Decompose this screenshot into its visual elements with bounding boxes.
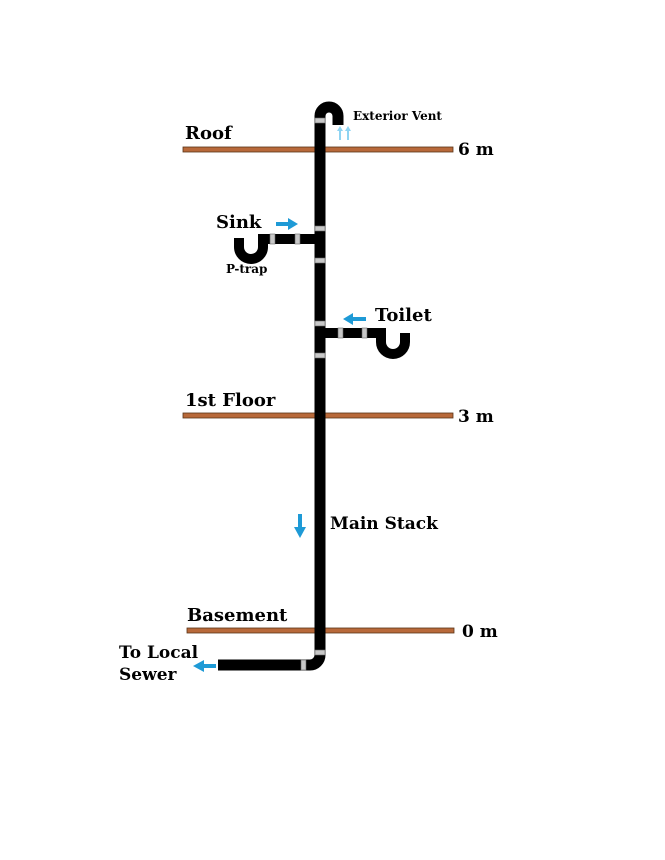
- roof-height-label: 6 m: [458, 140, 494, 160]
- coupling: [269, 233, 276, 245]
- coupling: [294, 233, 301, 245]
- coupling: [314, 649, 326, 656]
- sewer-flow-arrow: [193, 660, 216, 672]
- basement-height-label: 0 m: [462, 622, 498, 642]
- basement-label: Basement: [187, 605, 288, 626]
- sink-label: Sink: [216, 212, 262, 233]
- coupling: [314, 320, 326, 327]
- main-stack-label: Main Stack: [330, 514, 439, 534]
- toilet-label: Toilet: [375, 305, 432, 326]
- vent-airflow-arrows: [337, 126, 351, 140]
- roof-label: Roof: [185, 123, 233, 144]
- coupling: [337, 327, 344, 339]
- stack-flow-arrow: [294, 514, 306, 538]
- main-stack-pipe: [218, 101, 344, 671]
- coupling: [314, 225, 326, 232]
- coupling: [314, 352, 326, 359]
- sewer-label-line2: Sewer: [119, 665, 178, 685]
- sewer-label-line1: To Local: [119, 643, 199, 663]
- coupling: [300, 659, 307, 671]
- coupling: [314, 257, 326, 264]
- coupling: [361, 327, 368, 339]
- toilet-flow-arrow: [343, 313, 366, 325]
- first-floor-label: 1st Floor: [185, 390, 276, 411]
- toilet-branch-pipe: [320, 328, 410, 359]
- coupling: [314, 117, 326, 124]
- first-floor-height-label: 3 m: [458, 407, 494, 427]
- sink-flow-arrow: [276, 218, 298, 230]
- sink-branch-pipe: [234, 234, 320, 264]
- p-trap-label: P-trap: [226, 262, 267, 276]
- exterior-vent-label: Exterior Vent: [353, 109, 442, 123]
